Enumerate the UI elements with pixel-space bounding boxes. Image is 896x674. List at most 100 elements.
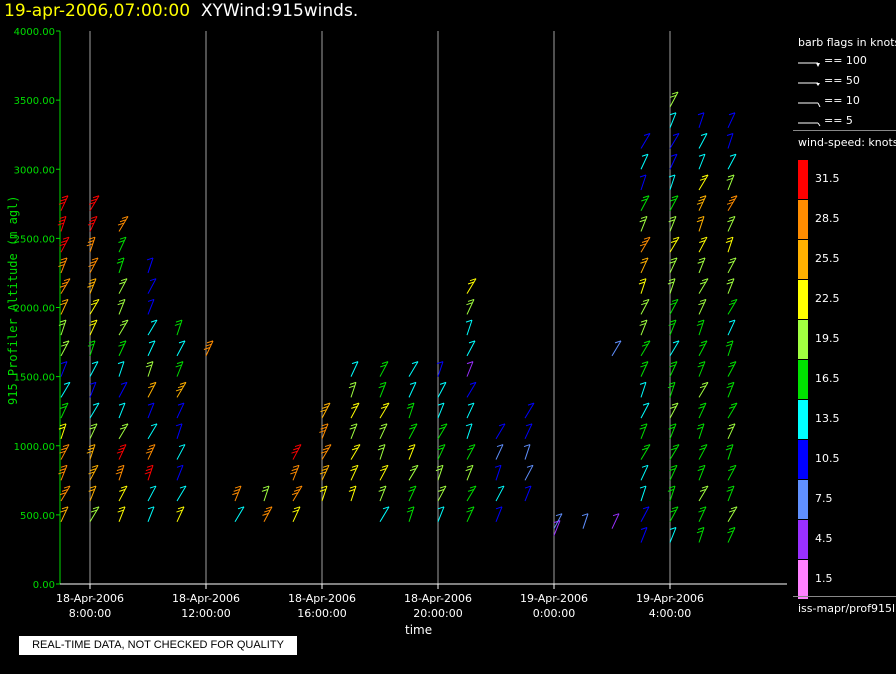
wind-barb [60,340,70,357]
chart-title: 19-apr-2006,07:00:00 XYWind:915winds. [4,1,358,21]
wind-barb [466,298,475,315]
x-tick-label-date: 18-Apr-2006 [404,592,472,605]
wind-barb [698,340,708,357]
y-axis-label: 915 Profiler Altitude (m agl) [6,195,20,405]
y-tick-label: 500.00 [20,511,55,522]
colorbar-swatch [798,320,808,359]
wind-barb [727,527,736,543]
wind-barb [640,133,651,149]
wind-barb [696,195,707,211]
wind-barb [118,485,128,502]
wind-barb [668,423,677,440]
wind-barb [553,513,563,529]
wind-barb [524,485,532,502]
wind-barb [147,340,156,357]
colorbar-label: 31.5 [815,172,840,185]
wind-barb [86,236,96,253]
colorbar-label: 4.5 [815,532,833,545]
wind-barb [466,278,477,294]
wind-barb [116,257,125,274]
wind-barb [437,381,447,398]
x-tick-label-date: 18-Apr-2006 [56,592,124,605]
wind-barb [174,319,183,336]
wind-barb [147,402,155,419]
wind-barb [176,506,185,522]
wind-barb [175,423,183,439]
wind-barb [727,319,736,336]
wind-barb [58,257,68,274]
wind-barb [727,402,738,419]
wind-barb [669,153,678,170]
x-tick-label-date: 18-Apr-2006 [288,592,356,605]
wind-barb [726,485,735,502]
wind-barb [408,464,419,481]
wind-barb [639,174,647,191]
wind-barb [118,236,127,253]
wind-barb [117,215,129,232]
barb-flag-row: == 5 [798,114,853,127]
wind-barb [669,340,680,357]
wind-barb [639,319,648,336]
wind-barb [377,444,386,460]
wind-barb [350,402,360,419]
wind-barb [319,464,330,481]
wind-barb [697,257,706,274]
wind-barb [639,236,651,253]
colorbar-swatch [798,280,808,319]
wind-barb [698,506,707,522]
wind-barb [86,444,96,460]
wind-barb [89,319,98,336]
wind-barb [118,402,126,419]
wind-barb [88,257,99,274]
wind-barb [696,319,705,336]
wind-barb [349,423,358,440]
colorbar-label: 13.5 [815,412,840,425]
wind-barb [89,298,100,315]
y-tick-label: 2000.00 [14,304,55,315]
wind-barb [640,195,650,211]
wind-barb [436,361,444,377]
wind-barb [89,381,97,398]
wind-barb [60,361,68,377]
x-axis-label: time [405,623,433,637]
wind-barb [668,319,677,336]
wind-barb [727,153,737,170]
wind-barb [406,402,415,419]
title-timestamp: 19-apr-2006,07:00:00 [4,1,191,21]
wind-barb [697,464,706,481]
wind-barb [640,527,648,543]
wind-barb [88,464,99,481]
wind-barb [466,444,476,460]
wind-barb [669,527,677,543]
barb-flag-label: == 10 [824,94,860,107]
wind-barb [379,464,389,481]
colorbar-label: 10.5 [815,452,840,465]
wind-barb [640,444,651,460]
barb-flag-row: == 100 [798,54,867,67]
wind-barb [437,485,447,502]
wind-barb [147,381,157,398]
barb-flag-label: == 100 [824,54,867,67]
colorbar-label: 22.5 [815,292,840,305]
wind-barb [350,464,359,481]
wind-barb [727,464,737,481]
wind-barb [725,236,734,253]
wind-barb [291,444,302,460]
wind-barb [59,444,70,460]
wind-barb [87,340,96,357]
wind-barb [147,319,158,336]
x-tick-label-date: 19-Apr-2006 [520,592,588,605]
wind-barb [116,444,127,460]
wind-barb [726,381,735,398]
y-tick-label: 3000.00 [14,165,55,176]
wind-barb [696,215,705,232]
wind-barb [57,215,67,232]
x-tick-label-time: 20:00:00 [413,607,462,620]
wind-barb [262,506,273,523]
wind-barb [232,485,242,502]
wind-barb [203,340,214,357]
barb-flags-title: barb flags in knots [798,36,896,49]
colorbar-swatch [798,480,808,519]
wind-barb [669,91,679,108]
